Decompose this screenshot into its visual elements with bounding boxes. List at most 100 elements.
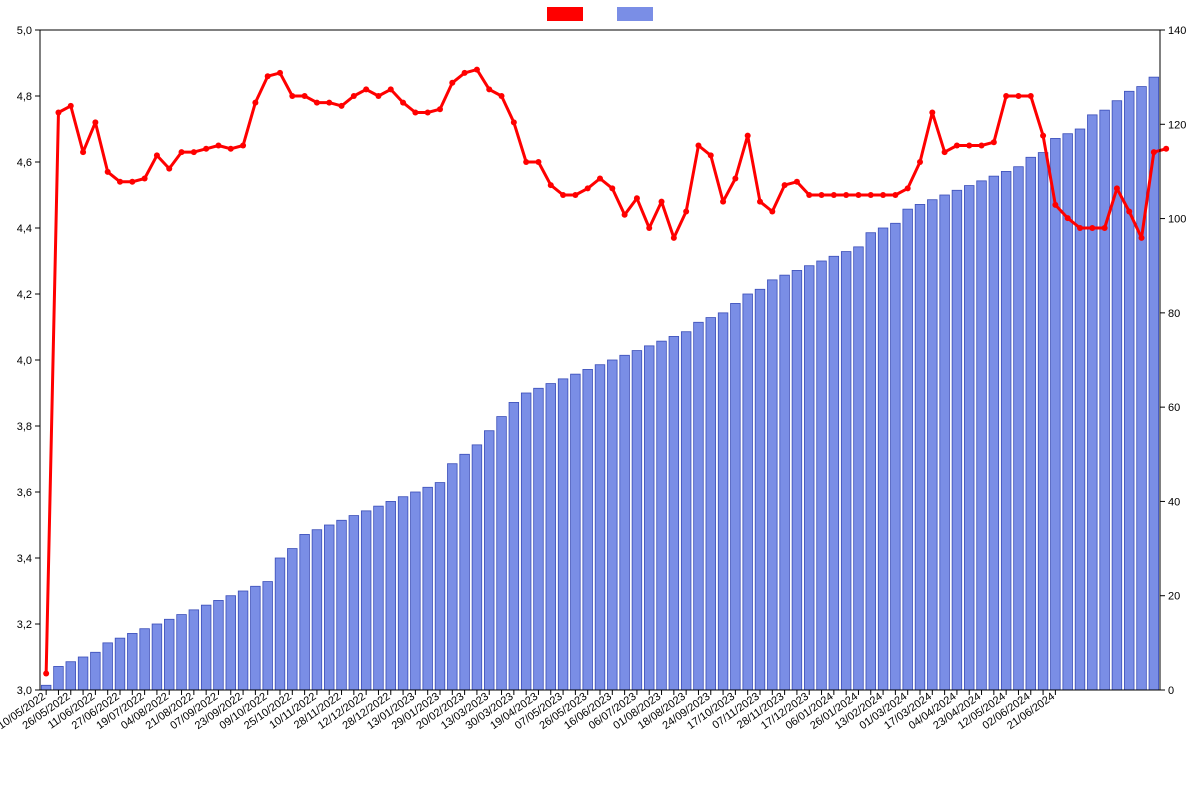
line-marker: [659, 199, 665, 205]
bar: [1051, 138, 1061, 690]
bar: [583, 369, 593, 690]
line-marker: [942, 149, 948, 155]
bar: [140, 629, 150, 690]
bar: [91, 652, 101, 690]
line-marker: [1077, 225, 1083, 231]
bar: [472, 445, 482, 690]
line-marker: [425, 110, 431, 116]
line-marker: [265, 73, 271, 79]
bar: [681, 332, 691, 690]
bar: [989, 176, 999, 690]
y-right-label: 40: [1168, 496, 1180, 508]
line-marker: [892, 192, 898, 198]
bar: [263, 582, 273, 690]
bar: [903, 209, 913, 690]
bar: [226, 596, 236, 690]
bar: [337, 520, 347, 690]
line-marker: [68, 103, 74, 109]
bar: [386, 501, 396, 690]
line-marker: [979, 143, 985, 149]
line-marker: [277, 70, 283, 76]
bar: [940, 195, 950, 690]
bar: [780, 275, 790, 690]
line-marker: [905, 185, 911, 191]
line-marker: [92, 119, 98, 125]
bar: [103, 643, 113, 690]
y-right-label: 120: [1168, 119, 1186, 131]
line-marker: [609, 185, 615, 191]
bar: [829, 256, 839, 690]
line-marker: [129, 179, 135, 185]
line-marker: [154, 152, 160, 158]
line-marker: [1163, 146, 1169, 152]
bar: [324, 525, 334, 690]
line-marker: [289, 93, 295, 99]
line-marker: [560, 192, 566, 198]
line-marker: [228, 146, 234, 152]
y-left-label: 3,0: [17, 685, 32, 697]
bar: [878, 228, 888, 690]
bar: [460, 454, 470, 690]
line-marker: [1089, 225, 1095, 231]
bar: [349, 516, 359, 690]
line-marker: [1151, 149, 1157, 155]
y-left-label: 3,4: [17, 553, 32, 565]
bar: [534, 388, 544, 690]
bar: [251, 586, 261, 690]
bar: [201, 605, 211, 690]
bar: [497, 417, 507, 690]
line-marker: [449, 80, 455, 86]
bar: [115, 638, 125, 690]
line-marker: [572, 192, 578, 198]
bar: [435, 483, 445, 690]
bar: [558, 379, 568, 690]
line-marker: [622, 212, 628, 218]
line-marker: [55, 110, 61, 116]
bar: [1100, 110, 1110, 690]
line-marker: [474, 67, 480, 73]
bar: [411, 492, 421, 690]
bar: [743, 294, 753, 690]
y-right-label: 140: [1168, 25, 1186, 37]
bar: [792, 270, 802, 690]
line-marker: [326, 100, 332, 106]
bar: [361, 511, 371, 690]
line-marker: [732, 176, 738, 182]
line-marker: [708, 152, 714, 158]
line-marker: [252, 100, 258, 106]
line-marker: [806, 192, 812, 198]
bar: [189, 610, 199, 690]
bar: [238, 591, 248, 690]
bar: [423, 487, 433, 690]
bar: [1075, 129, 1085, 690]
line-marker: [302, 93, 308, 99]
line-marker: [191, 149, 197, 155]
line-marker: [1015, 93, 1021, 99]
legend-swatch-0: [547, 7, 583, 21]
line-marker: [388, 86, 394, 92]
line-marker: [671, 235, 677, 241]
line-marker: [166, 166, 172, 172]
line-marker: [1052, 202, 1058, 208]
bar: [866, 233, 876, 690]
line-marker: [819, 192, 825, 198]
line-marker: [769, 209, 775, 215]
line-marker: [646, 225, 652, 231]
line-marker: [437, 106, 443, 112]
bar: [657, 341, 667, 690]
bar: [66, 662, 76, 690]
bar: [632, 351, 642, 690]
bar: [608, 360, 618, 690]
bar: [977, 181, 987, 690]
bar: [1088, 115, 1098, 690]
line-marker: [794, 179, 800, 185]
y-left-label: 4,0: [17, 355, 32, 367]
line-marker: [240, 143, 246, 149]
line-marker: [683, 209, 689, 215]
bar: [484, 431, 494, 690]
bar: [804, 266, 814, 690]
line-marker: [954, 143, 960, 149]
bar: [54, 666, 64, 690]
bar: [1124, 91, 1134, 690]
line-marker: [880, 192, 886, 198]
